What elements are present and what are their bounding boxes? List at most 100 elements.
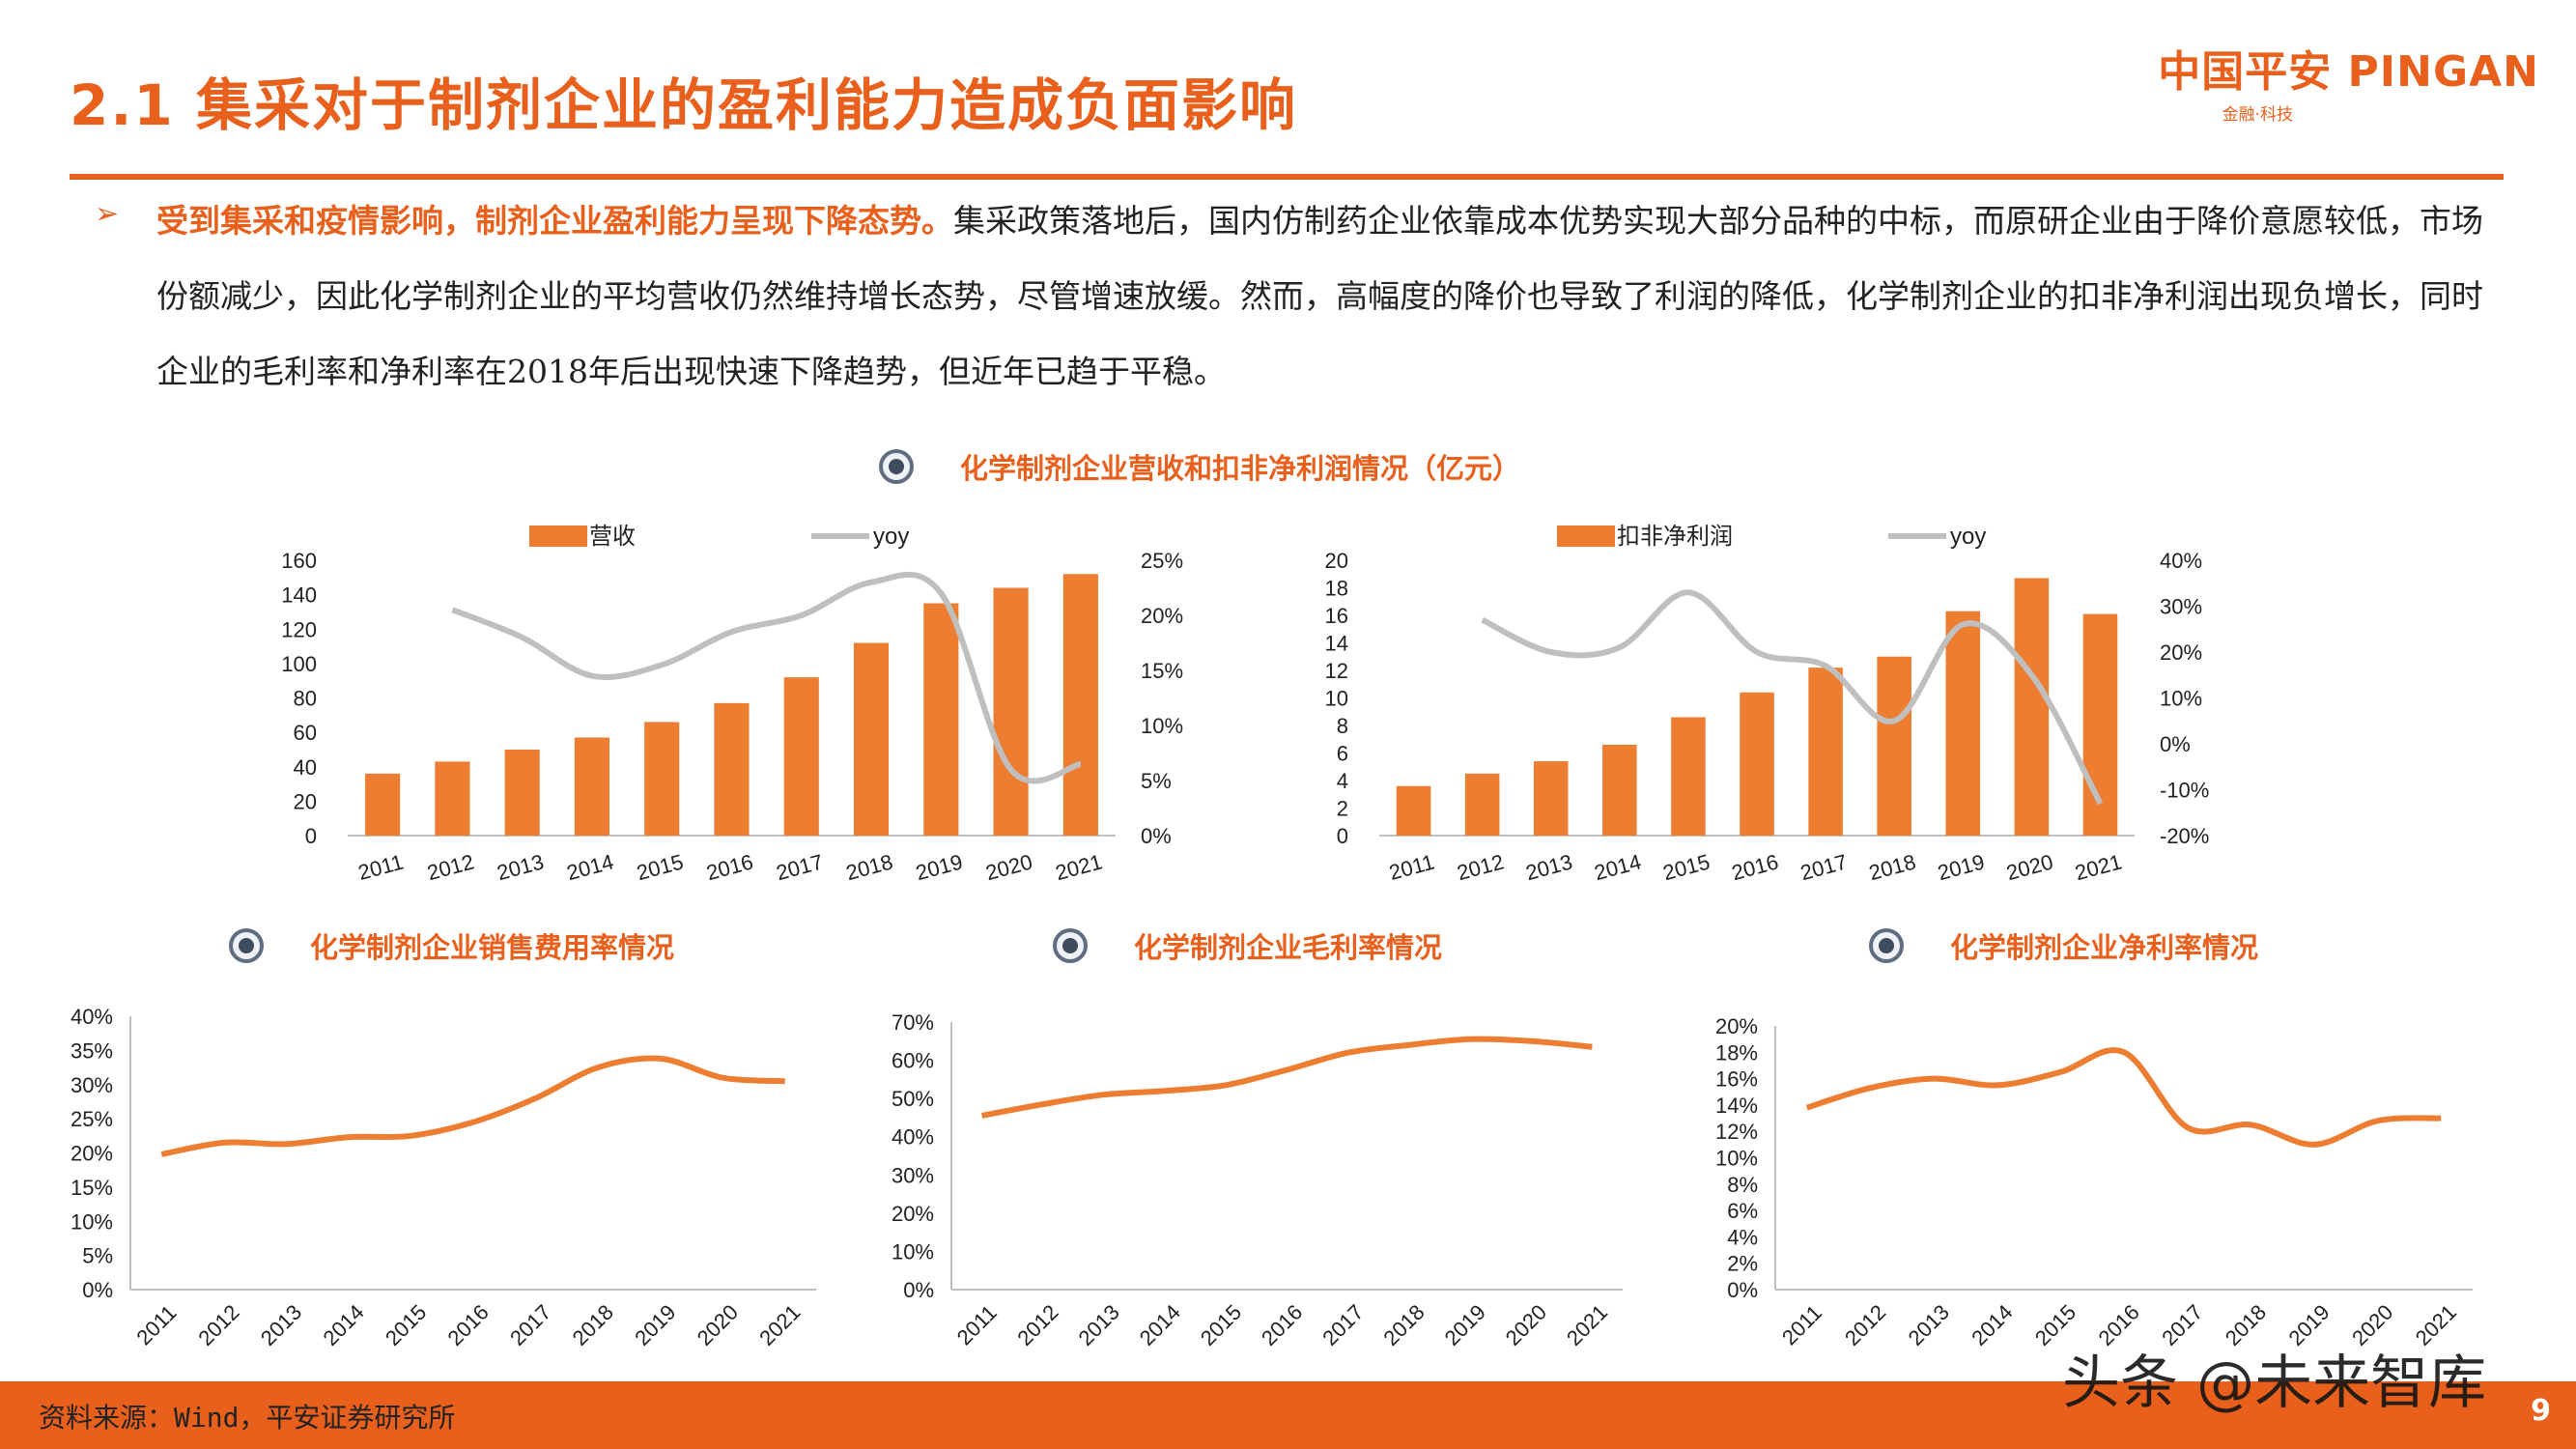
y-tick-label: 14% bbox=[1715, 1094, 1758, 1118]
bar bbox=[1396, 785, 1431, 836]
x-tick-label: 2020 bbox=[983, 849, 1035, 885]
y-tick-label: 10% bbox=[892, 1239, 934, 1264]
y-left-tick-label: 16 bbox=[1325, 604, 1348, 628]
x-tick-label: 2019 bbox=[913, 849, 965, 885]
page-title: 2.1 集采对于制剂企业的盈利能力造成负面影响 bbox=[70, 72, 1297, 138]
y-tick-label: 0% bbox=[903, 1278, 934, 1302]
x-tick-label: 2016 bbox=[1729, 849, 1781, 885]
bar bbox=[2014, 578, 2050, 836]
chart-title-gross: 化学制剂企业毛利率情况 bbox=[1053, 925, 1442, 966]
y-left-tick-label: 20 bbox=[1325, 549, 1348, 573]
y-right-tick-label: -20% bbox=[2160, 824, 2209, 848]
y-left-tick-label: 4 bbox=[1337, 769, 1348, 793]
y-right-tick-label: 40% bbox=[2160, 549, 2202, 573]
bar bbox=[1945, 611, 1981, 836]
x-tick-label: 2017 bbox=[774, 849, 826, 885]
x-tick-label: 2012 bbox=[425, 849, 477, 885]
x-tick-label: 2011 bbox=[1777, 1300, 1826, 1350]
y-tick-label: 20% bbox=[892, 1202, 934, 1226]
y-tick-label: 30% bbox=[71, 1073, 113, 1097]
x-tick-label: 2021 bbox=[1053, 849, 1105, 885]
x-tick-label: 2011 bbox=[952, 1300, 1002, 1350]
target-icon bbox=[229, 928, 264, 963]
y-left-tick-label: 60 bbox=[294, 721, 317, 745]
y-tick-label: 60% bbox=[892, 1049, 934, 1073]
x-tick-label: 2014 bbox=[1967, 1300, 2017, 1350]
y-tick-label: 35% bbox=[71, 1038, 113, 1063]
x-tick-label: 2018 bbox=[1378, 1300, 1429, 1350]
y-tick-label: 0% bbox=[82, 1278, 113, 1302]
chart-title-text: 化学制剂企业销售费用率情况 bbox=[310, 931, 675, 964]
y-tick-label: 40% bbox=[71, 1005, 113, 1029]
y-left-tick-label: 8 bbox=[1337, 714, 1348, 738]
y-tick-label: 8% bbox=[1727, 1173, 1758, 1197]
x-tick-label: 2018 bbox=[1866, 849, 1918, 885]
y-tick-label: 25% bbox=[71, 1107, 113, 1131]
chart-title-text: 化学制剂企业净利率情况 bbox=[1950, 931, 2259, 964]
x-tick-label: 2014 bbox=[1592, 849, 1644, 885]
yoy-line bbox=[451, 571, 1082, 784]
y-left-tick-label: 80 bbox=[294, 687, 317, 711]
chart-title-text: 化学制剂企业营收和扣非净利润情况（亿元） bbox=[960, 452, 1521, 485]
footer-bar bbox=[0, 1381, 2576, 1449]
bar bbox=[1671, 717, 1706, 836]
y-left-tick-label: 14 bbox=[1325, 632, 1348, 656]
x-tick-label: 2021 bbox=[754, 1300, 805, 1350]
x-tick-label: 2012 bbox=[1840, 1300, 1890, 1350]
legend-swatch-bar bbox=[1557, 526, 1615, 547]
x-tick-label: 2016 bbox=[704, 849, 756, 885]
bar bbox=[1740, 692, 1774, 836]
x-tick-label: 2016 bbox=[443, 1300, 494, 1350]
legend-label: 扣非净利润 bbox=[1617, 524, 1733, 550]
y-left-tick-label: 0 bbox=[305, 824, 317, 848]
legend-label: 营收 bbox=[589, 524, 636, 550]
logo-subtitle: 金融·科技 bbox=[2222, 105, 2293, 125]
x-tick-label: 2020 bbox=[2004, 849, 2056, 885]
yoy-line bbox=[1481, 589, 2104, 806]
y-right-tick-label: 5% bbox=[1141, 769, 1172, 793]
bar bbox=[644, 722, 680, 836]
x-tick-label: 2013 bbox=[495, 849, 547, 885]
y-tick-label: 10% bbox=[1715, 1147, 1758, 1171]
x-tick-label: 2014 bbox=[564, 849, 616, 885]
chart-title-net: 化学制剂企业净利率情况 bbox=[1869, 925, 2258, 966]
x-tick-label: 2014 bbox=[1135, 1300, 1185, 1350]
y-left-tick-label: 10 bbox=[1325, 687, 1348, 711]
x-tick-label: 2011 bbox=[131, 1300, 181, 1350]
bar bbox=[1533, 761, 1569, 836]
y-right-tick-label: -10% bbox=[2160, 779, 2209, 803]
y-right-tick-label: 15% bbox=[1141, 659, 1183, 683]
bar bbox=[435, 761, 470, 836]
bullet-arrow-icon: ➢ bbox=[95, 197, 120, 231]
y-left-tick-label: 0 bbox=[1337, 824, 1348, 848]
y-right-tick-label: 20% bbox=[2160, 640, 2202, 665]
bar bbox=[1062, 574, 1098, 836]
intro-body: 集采政策落地后，国内仿制药企业依靠成本优势实现大部分品种的中标，而原研企业由于降… bbox=[156, 202, 2483, 390]
series-line bbox=[1805, 1047, 2442, 1148]
chart-title-text: 化学制剂企业毛利率情况 bbox=[1134, 931, 1443, 964]
y-right-tick-label: 0% bbox=[1141, 824, 1172, 848]
y-tick-label: 50% bbox=[892, 1087, 934, 1111]
x-tick-label: 2011 bbox=[1387, 850, 1437, 885]
bar bbox=[993, 587, 1029, 836]
y-left-tick-label: 160 bbox=[281, 549, 317, 573]
y-left-tick-label: 6 bbox=[1337, 742, 1348, 766]
x-tick-label: 2020 bbox=[1501, 1300, 1551, 1350]
y-right-tick-label: 10% bbox=[1141, 714, 1183, 738]
legend-label: yoy bbox=[1950, 524, 1986, 550]
watermark: 头条 @未来智库 bbox=[2062, 1350, 2487, 1417]
logo: 中国平安 PINGAN 金融·科技 bbox=[2158, 37, 2539, 125]
y-tick-label: 2% bbox=[1727, 1252, 1758, 1276]
x-tick-label: 2021 bbox=[1562, 1300, 1612, 1350]
bar bbox=[783, 677, 819, 836]
x-tick-label: 2013 bbox=[1523, 849, 1575, 885]
bar bbox=[1877, 656, 1911, 836]
y-left-tick-label: 20 bbox=[294, 789, 317, 813]
title-rule bbox=[70, 174, 2504, 180]
y-tick-label: 30% bbox=[892, 1163, 934, 1187]
intro-highlight: 受到集采和疫情影响，制剂企业盈利能力呈现下降态势。 bbox=[156, 202, 953, 240]
bar bbox=[1464, 773, 1500, 836]
y-tick-label: 6% bbox=[1727, 1199, 1758, 1223]
x-tick-label: 2012 bbox=[1455, 849, 1507, 885]
